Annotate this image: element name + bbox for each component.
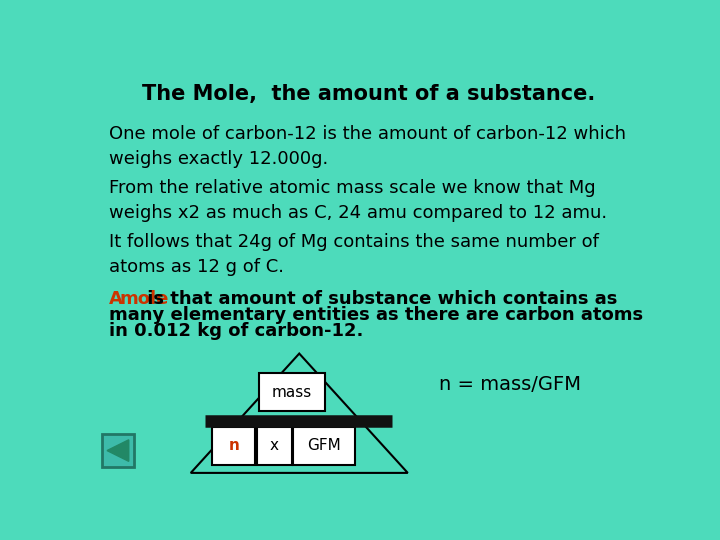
Text: mole: mole [120,289,169,308]
Text: many elementary entities as there are carbon atoms: many elementary entities as there are ca… [109,306,644,323]
Text: n: n [228,438,239,454]
Text: One mole of carbon-12 is the amount of carbon-12 which
weighs exactly 12.000g.: One mole of carbon-12 is the amount of c… [109,125,626,168]
Text: mass: mass [271,384,312,400]
Text: in 0.012 kg of carbon-12.: in 0.012 kg of carbon-12. [109,322,364,340]
Text: From the relative atomic mass scale we know that Mg
weighs x2 as much as C, 24 a: From the relative atomic mass scale we k… [109,179,608,222]
Bar [293,427,355,465]
Text: n = mass/GFM: n = mass/GFM [438,375,581,394]
Bar [259,373,325,411]
Text: The Mole,  the amount of a substance.: The Mole, the amount of a substance. [143,84,595,104]
Text: GFM: GFM [307,438,341,454]
Polygon shape [107,440,129,461]
Text: is that amount of substance which contains as: is that amount of substance which contai… [141,289,617,308]
Bar [102,434,134,467]
Text: A: A [109,289,130,308]
Text: It follows that 24g of Mg contains the same number of
atoms as 12 g of C.: It follows that 24g of Mg contains the s… [109,233,599,275]
Bar [256,427,292,465]
Text: x: x [269,438,279,454]
Bar [212,427,255,465]
